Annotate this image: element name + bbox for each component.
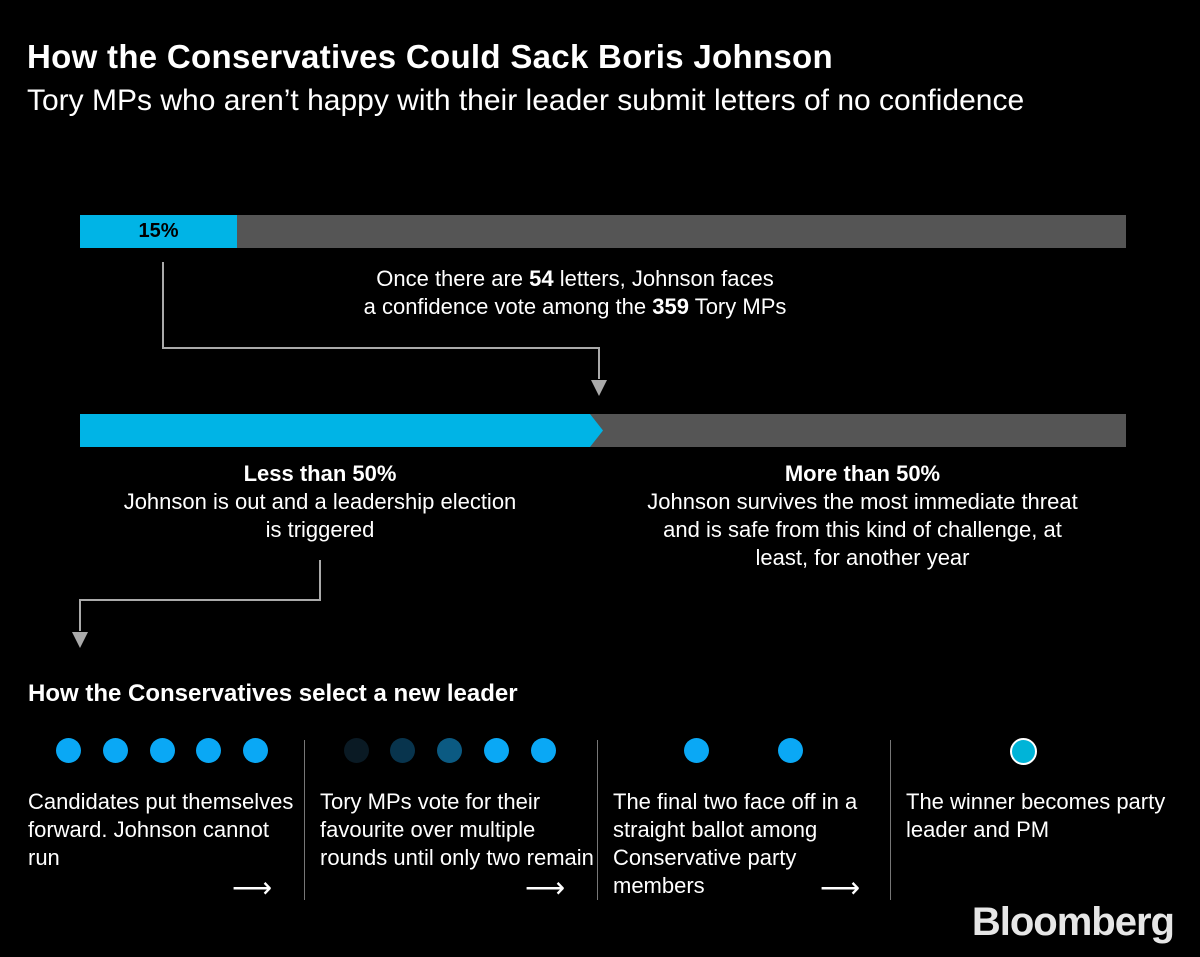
stage1-description: Once there are 54 letters, Johnson faces… bbox=[363, 266, 787, 319]
candidate-dot bbox=[56, 738, 81, 763]
total-mps: 359 bbox=[652, 294, 689, 319]
candidate-dot bbox=[196, 738, 221, 763]
letters-needed: 54 bbox=[529, 266, 554, 291]
arrow-right-icon: ⟶ bbox=[232, 872, 273, 903]
step-1-text: Candidates put themselves forward. Johns… bbox=[28, 789, 294, 870]
candidate-dot bbox=[531, 738, 556, 763]
arrow-right-icon: ⟶ bbox=[525, 872, 566, 903]
candidate-dot bbox=[103, 738, 128, 763]
candidate-dot bbox=[150, 738, 175, 763]
bloomberg-logo: Bloomberg bbox=[971, 900, 1175, 944]
step-2-text: Tory MPs vote for their favourite over m… bbox=[320, 789, 594, 870]
arrow-down-icon bbox=[591, 380, 607, 396]
letters-progress-bar: 15% bbox=[80, 215, 1126, 248]
finalist-dot bbox=[778, 738, 803, 763]
candidate-dot bbox=[484, 738, 509, 763]
connector-line bbox=[79, 599, 81, 631]
eliminated-candidate-dot bbox=[390, 738, 415, 763]
page-subtitle: Tory MPs who aren’t happy with their lea… bbox=[27, 84, 1025, 117]
letters-progress-label: 15% bbox=[138, 220, 179, 242]
step-4-text: The winner becomes party leader and PM bbox=[906, 789, 1166, 842]
outcome-more-than-50: More than 50% Johnson survives the most … bbox=[647, 461, 1078, 570]
connector-line bbox=[162, 347, 600, 349]
letters-progress-fill: 15% bbox=[80, 215, 237, 248]
connector-line bbox=[79, 599, 321, 601]
connector-line bbox=[162, 262, 164, 349]
page-title: How the Conservatives Could Sack Boris J… bbox=[27, 38, 833, 75]
step-divider bbox=[597, 740, 598, 900]
candidate-dot bbox=[243, 738, 268, 763]
step-3-text: The final two face off in a straight bal… bbox=[613, 789, 858, 898]
step-divider bbox=[304, 740, 305, 900]
arrow-down-icon bbox=[72, 632, 88, 648]
finalist-dot bbox=[684, 738, 709, 763]
section-title: How the Conservatives select a new leade… bbox=[28, 680, 518, 707]
arrow-right-icon: ⟶ bbox=[820, 872, 861, 903]
eliminated-candidate-dot bbox=[437, 738, 462, 763]
confidence-vote-fill bbox=[80, 414, 603, 447]
eliminated-candidate-dot bbox=[344, 738, 369, 763]
outcome-less-than-50: Less than 50% Johnson is out and a leade… bbox=[123, 461, 517, 542]
connector-line bbox=[598, 347, 600, 379]
connector-line bbox=[319, 560, 321, 601]
step-divider bbox=[890, 740, 891, 900]
winner-dot bbox=[1010, 738, 1037, 765]
